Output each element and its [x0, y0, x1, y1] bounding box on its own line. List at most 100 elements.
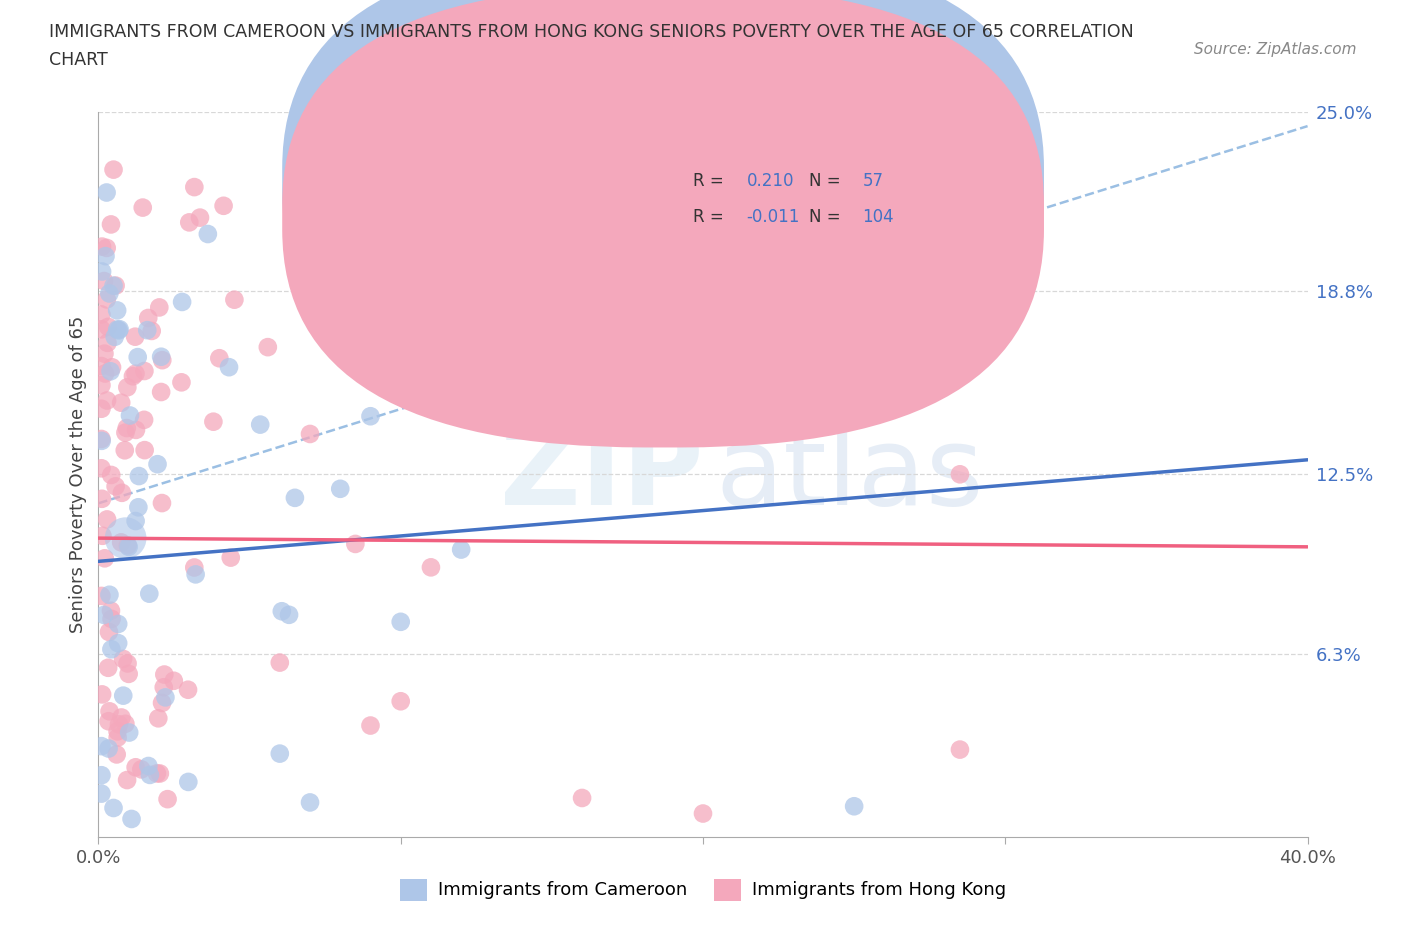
- Point: [101, 360, 124, 375]
- Point: [90, 786, 112, 801]
- Point: [150, 385, 173, 400]
- Point: [692, 806, 714, 821]
- Point: [114, 531, 136, 546]
- Point: [90, 433, 112, 448]
- Point: [156, 791, 179, 806]
- Point: [949, 467, 972, 482]
- Point: [97, 319, 120, 334]
- Point: [96, 241, 118, 256]
- Point: [752, 222, 775, 237]
- Point: [124, 329, 146, 344]
- Point: [122, 369, 145, 384]
- Point: [118, 539, 141, 554]
- Point: [124, 760, 146, 775]
- Point: [100, 612, 122, 627]
- Point: [128, 469, 150, 484]
- Point: [150, 352, 173, 367]
- Point: [125, 422, 148, 437]
- Point: [90, 322, 112, 337]
- Point: [150, 350, 173, 365]
- Point: [197, 227, 219, 242]
- Point: [96, 336, 118, 351]
- Point: [149, 766, 172, 781]
- Point: [107, 323, 129, 338]
- Point: [114, 443, 136, 458]
- Point: [208, 351, 231, 365]
- FancyBboxPatch shape: [283, 0, 1045, 411]
- Point: [98, 704, 121, 719]
- Point: [104, 329, 127, 344]
- Point: [100, 604, 122, 618]
- Text: R =: R =: [693, 207, 730, 226]
- Point: [344, 537, 367, 551]
- Point: [107, 617, 129, 631]
- Point: [389, 694, 412, 709]
- Point: [93, 551, 115, 565]
- Text: atlas: atlas: [716, 420, 984, 528]
- Point: [183, 560, 205, 575]
- Text: 0.210: 0.210: [747, 171, 794, 190]
- Point: [118, 408, 141, 423]
- Point: [152, 680, 174, 695]
- Point: [844, 799, 866, 814]
- Point: [91, 491, 114, 506]
- Point: [131, 762, 153, 777]
- Point: [103, 162, 125, 177]
- Point: [269, 746, 291, 761]
- Point: [153, 667, 176, 682]
- FancyBboxPatch shape: [283, 0, 1045, 447]
- Point: [103, 801, 125, 816]
- Point: [91, 528, 114, 543]
- Point: [117, 379, 139, 394]
- Point: [107, 730, 129, 745]
- Point: [299, 795, 322, 810]
- Point: [98, 625, 121, 640]
- Point: [148, 711, 170, 725]
- Point: [98, 286, 121, 301]
- Point: [138, 759, 160, 774]
- Point: [108, 717, 131, 732]
- Point: [93, 607, 115, 622]
- Point: [96, 292, 118, 307]
- Point: [134, 443, 156, 458]
- Point: [124, 513, 146, 528]
- Point: [146, 766, 169, 781]
- Point: [90, 402, 112, 417]
- Point: [329, 482, 352, 497]
- Point: [127, 499, 149, 514]
- Point: [202, 414, 225, 429]
- Point: [150, 496, 173, 511]
- FancyBboxPatch shape: [619, 148, 969, 257]
- Point: [90, 738, 112, 753]
- Point: [127, 350, 149, 365]
- Point: [844, 278, 866, 293]
- Point: [139, 767, 162, 782]
- Text: 104: 104: [863, 207, 894, 226]
- Text: CHART: CHART: [49, 51, 108, 69]
- Point: [571, 790, 593, 805]
- Point: [389, 615, 412, 630]
- Point: [100, 364, 122, 379]
- Point: [112, 688, 135, 703]
- Point: [103, 278, 125, 293]
- Point: [107, 724, 129, 738]
- Point: [224, 292, 246, 307]
- Point: [114, 716, 136, 731]
- Point: [91, 239, 114, 254]
- Point: [170, 375, 193, 390]
- Point: [115, 420, 138, 435]
- Point: [146, 457, 169, 472]
- Point: [94, 248, 117, 263]
- Point: [163, 673, 186, 688]
- Point: [105, 747, 128, 762]
- Text: IMMIGRANTS FROM CAMEROON VS IMMIGRANTS FROM HONG KONG SENIORS POVERTY OVER THE A: IMMIGRANTS FROM CAMEROON VS IMMIGRANTS F…: [49, 23, 1135, 41]
- Point: [111, 485, 134, 500]
- Point: [212, 198, 235, 213]
- Point: [93, 273, 115, 288]
- Point: [172, 295, 194, 310]
- Point: [249, 418, 271, 432]
- Legend: Immigrants from Cameroon, Immigrants from Hong Kong: Immigrants from Cameroon, Immigrants fro…: [392, 871, 1014, 908]
- Point: [184, 567, 207, 582]
- Point: [218, 360, 240, 375]
- Point: [117, 538, 139, 552]
